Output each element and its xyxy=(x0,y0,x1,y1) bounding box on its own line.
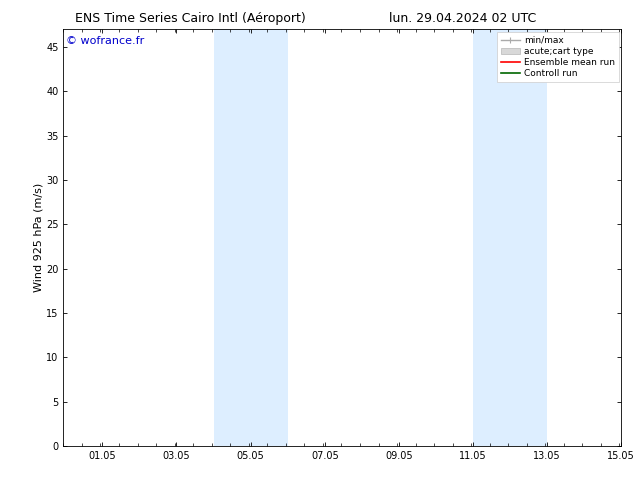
Y-axis label: Wind 925 hPa (m/s): Wind 925 hPa (m/s) xyxy=(33,183,43,292)
Text: lun. 29.04.2024 02 UTC: lun. 29.04.2024 02 UTC xyxy=(389,12,536,25)
Text: © wofrance.fr: © wofrance.fr xyxy=(66,36,145,46)
Legend: min/max, acute;cart type, Ensemble mean run, Controll run: min/max, acute;cart type, Ensemble mean … xyxy=(497,32,619,82)
Text: ENS Time Series Cairo Intl (Aéroport): ENS Time Series Cairo Intl (Aéroport) xyxy=(75,12,306,25)
Bar xyxy=(473,29,547,446)
Bar xyxy=(214,29,288,446)
